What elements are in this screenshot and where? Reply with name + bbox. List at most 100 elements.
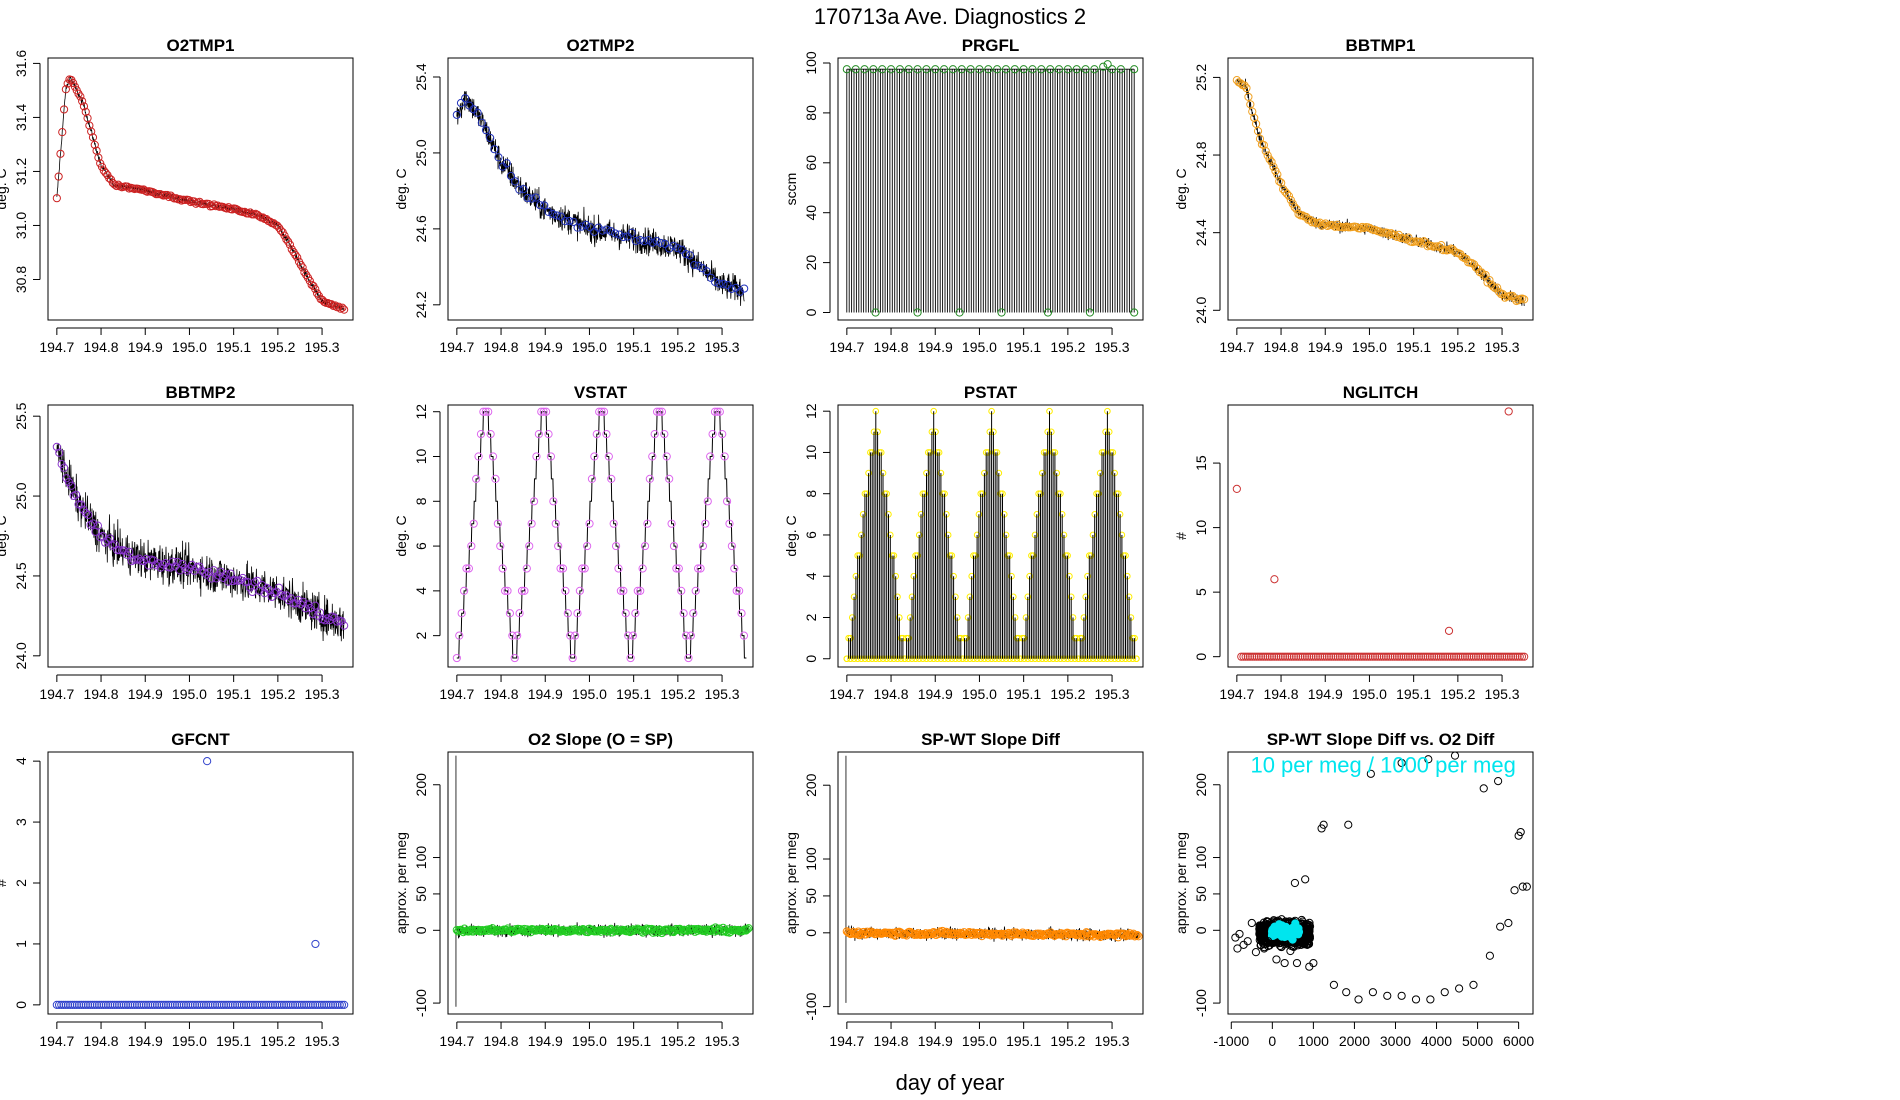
data-point: [508, 631, 517, 640]
data-point: [662, 452, 671, 461]
panel-title: BBTMP1: [1346, 36, 1416, 55]
data-point: [502, 159, 511, 168]
data-point: [619, 586, 628, 595]
data-point: [262, 583, 271, 593]
y-axis-label: approx. per meg: [393, 832, 409, 934]
data-point: [690, 260, 699, 270]
data-point: [1397, 758, 1406, 768]
plot-frame: [47, 57, 354, 321]
data-point: [193, 1000, 202, 1009]
data-point: [529, 497, 539, 506]
data-point: [1520, 295, 1529, 304]
data-point: [267, 592, 276, 602]
data-point: [735, 586, 744, 595]
data-point-outlier: [203, 757, 212, 766]
data-point: [613, 925, 622, 934]
data-point: [54, 1000, 64, 1009]
y-tick-label: 24.0: [13, 642, 29, 669]
data-point: [1309, 652, 1318, 661]
data-point: [1445, 652, 1454, 661]
x-tick-label: 2000: [1339, 1033, 1370, 1049]
data-point: [486, 430, 495, 439]
data-point: [1518, 882, 1527, 891]
data-point: [1342, 988, 1351, 997]
data-point: [1133, 655, 1140, 663]
x-tick-label: 195.2: [1050, 1033, 1085, 1049]
data-point: [1252, 119, 1261, 128]
panel-nglitch: NGLITCH#194.7 194.8 194.9 195.0 195.1 195.2 19…: [1173, 383, 1534, 702]
y-axis: 0 5 10 15: [1193, 455, 1221, 661]
y-tick-label: 2: [13, 879, 29, 887]
data-point: [740, 925, 749, 934]
series-line: [846, 68, 1135, 313]
data-point: [1481, 270, 1490, 280]
data-point: [568, 653, 577, 663]
data-point: [1033, 929, 1043, 938]
data-point: [679, 609, 688, 618]
data-point: [901, 655, 909, 663]
data-point: [1331, 652, 1340, 661]
y-tick-label: 30.8: [13, 266, 29, 293]
data-point: [904, 65, 913, 74]
data-point: [569, 217, 578, 226]
data-point: [311, 601, 320, 610]
y-tick-label: 0: [803, 655, 819, 663]
data-point: [580, 564, 589, 573]
data-point: [488, 452, 498, 461]
y-tick-label: 31.6: [13, 50, 29, 77]
data-point: [674, 564, 683, 573]
x-tick-label: 195.1: [216, 686, 251, 702]
data-point: [604, 927, 613, 936]
data-point: [669, 241, 678, 250]
data-point: [476, 430, 486, 439]
x-tick-label: 194.8: [874, 686, 909, 702]
data-point: [171, 562, 180, 571]
y-tick-label: 2: [803, 613, 819, 621]
data-point: [1427, 652, 1437, 661]
data-point: [1261, 652, 1270, 661]
data-point: [181, 1000, 191, 1009]
data-point: [1485, 275, 1494, 285]
data-point: [59, 463, 69, 472]
data-point: [1349, 652, 1358, 661]
data-point: [585, 519, 594, 528]
data-point: [1476, 652, 1485, 661]
data-point: [578, 564, 587, 573]
x-tick-label: 195.0: [572, 1033, 607, 1049]
data-point: [61, 85, 70, 94]
y-axis-label: deg. C: [0, 515, 9, 556]
data-point: [1250, 652, 1259, 661]
data-point: [1281, 652, 1290, 661]
y-tick-label: 1: [13, 940, 29, 948]
data-point: [162, 190, 172, 200]
series-line: [56, 75, 345, 311]
x-tick-label: 194.7: [439, 1033, 474, 1049]
data-point: [1302, 652, 1312, 661]
panel-gfcnt: GFCNT #194.7 194.8 194.9 195.0 195.1 195.2 195.…: [0, 730, 354, 1049]
y-tick-label: 0: [413, 926, 429, 934]
data-point: [1354, 995, 1363, 1004]
panel-vstat: VSTAT deg. C 194.7 194.8 194.9 195.0 195.1 195.…: [393, 383, 754, 702]
data-point: [1335, 652, 1345, 661]
data-point: [340, 1000, 349, 1009]
data-point: [297, 1000, 306, 1009]
data-point: [462, 564, 471, 573]
x-axis: 194.7 194.8 194.9 195.0 195.1 195.2 195.3: [39, 327, 340, 355]
data-point: [1424, 755, 1433, 764]
data-point: [869, 65, 878, 74]
data-point: [490, 145, 499, 154]
data-point: [732, 586, 741, 595]
data-point: [1414, 652, 1423, 661]
data-point: [1309, 217, 1319, 226]
data-point: [1307, 652, 1316, 661]
data-point: [531, 193, 541, 202]
data-point: [170, 1000, 179, 1009]
data-point: [146, 1000, 155, 1009]
data-point: [459, 586, 469, 595]
data-point: [1508, 291, 1517, 301]
data-point: [461, 94, 470, 103]
data-point: [324, 1000, 333, 1009]
data-point: [534, 430, 543, 439]
data-point: [587, 474, 597, 483]
